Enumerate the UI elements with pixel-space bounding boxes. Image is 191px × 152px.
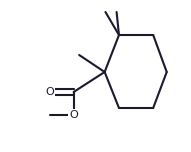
- Text: O: O: [69, 110, 78, 120]
- Text: O: O: [45, 87, 54, 97]
